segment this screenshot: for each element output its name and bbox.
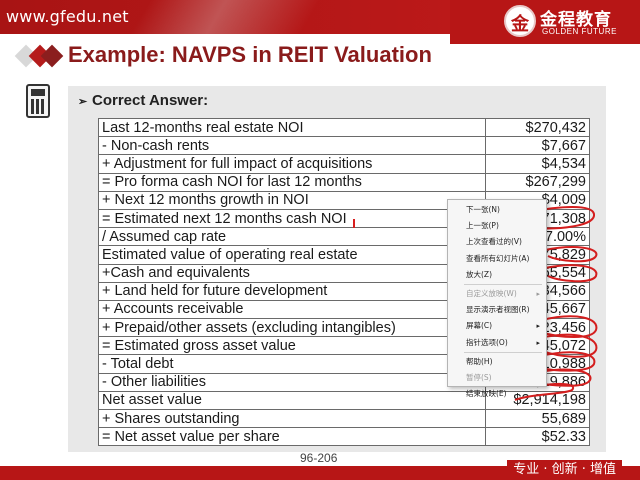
row-label: = Net asset value per share [97, 427, 487, 447]
row-label: - Non-cash rents [97, 136, 487, 156]
table-row: = Pro forma cash NOI for last 12 months $… [97, 172, 590, 192]
answer-heading: ➢ Correct Answer: [78, 92, 208, 109]
context-menu-item-label: 显示演示者视图(R) [466, 305, 530, 315]
row-label: / Assumed cap rate [97, 227, 487, 247]
calculator-icon [26, 84, 50, 118]
table-row: Last 12-months real estate NOI $270,432 [97, 117, 590, 138]
text-cursor [353, 219, 355, 228]
context-menu-item[interactable]: 上次查看过的(V) [448, 234, 546, 250]
context-menu-item-label: 结束放映(E) [466, 389, 507, 399]
table-row: / Assumed cap rate 7.00% [97, 227, 590, 247]
context-menu-item[interactable]: 帮助(H) [448, 354, 546, 370]
brand-logo: 金 金程教育 GOLDEN FUTURE [450, 0, 640, 44]
row-label: = Pro forma cash NOI for last 12 months [97, 172, 487, 192]
context-menu-item-label: 屏幕(C) [466, 321, 493, 331]
row-label: Estimated value of operating real estate [97, 245, 487, 265]
row-value: 55,689 [485, 408, 590, 429]
menu-separator [464, 351, 542, 353]
logo-chinese-name: 金程教育 [540, 10, 612, 30]
context-menu-item[interactable]: 结束放映(E) [448, 386, 546, 402]
logo-emblem-icon: 金 [504, 5, 536, 37]
header-decoration [130, 0, 320, 34]
context-menu-item-label: 自定义放映(W) [466, 288, 517, 298]
answer-label-text: Correct Answer: [92, 92, 209, 109]
submenu-arrow-icon: ▸ [536, 322, 540, 331]
context-menu-item[interactable]: 显示演示者视图(R) [448, 302, 546, 318]
footer-bar [0, 466, 640, 480]
table-row: + Shares outstanding 55,689 [97, 408, 590, 429]
context-menu-item-label: 帮助(H) [466, 356, 493, 366]
context-menu-item[interactable]: 上一张(P) [448, 218, 546, 234]
logo-english-name: GOLDEN FUTURE [542, 27, 617, 36]
row-value: $4,534 [485, 154, 590, 174]
site-url: www.gfedu.net [6, 7, 129, 26]
row-label: + Shares outstanding [97, 408, 487, 429]
table-row: = Net asset value per share $52.33 [97, 427, 590, 447]
context-menu[interactable]: 下一张(N) 上一张(P) 上次查看过的(V) 查看所有幻灯片(A) 放大(Z) 自定义放… [447, 199, 547, 398]
footer-slogan: 专业 · 创新 · 增值 [507, 460, 622, 480]
menu-separator [464, 283, 542, 285]
row-label: +Cash and equivalents [97, 263, 487, 283]
context-menu-item-label: 下一张(N) [466, 205, 500, 214]
bullet-arrow-icon: ➢ [78, 96, 88, 108]
table-row: + Adjustment for full impact of acquisit… [97, 154, 590, 174]
submenu-arrow-icon: ▸ [536, 338, 540, 347]
table-row: - Non-cash rents $7,667 [97, 136, 590, 156]
context-menu-item[interactable]: 查看所有幻灯片(A) [448, 251, 546, 267]
submenu-arrow-icon: ▸ [536, 289, 540, 298]
context-menu-item[interactable]: 下一张(N) [448, 202, 546, 218]
row-label: Net asset value [97, 390, 487, 411]
context-menu-item-label: 查看所有幻灯片(A) [466, 253, 530, 263]
row-label: = Estimated gross asset value [97, 336, 487, 356]
calculator-keys [31, 99, 45, 114]
row-label: - Other liabilities [97, 372, 487, 392]
title-diamonds-icon [14, 44, 64, 68]
row-label: + Accounts receivable [97, 299, 487, 320]
row-label: + Prepaid/other assets (excluding intang… [97, 318, 487, 338]
calculator-screen [31, 89, 45, 96]
row-value: $7,667 [485, 136, 590, 156]
context-menu-item-label: 上次查看过的(V) [466, 237, 522, 247]
row-label: - Total debt [97, 354, 487, 374]
context-menu-item-label: 指针选项(O) [466, 337, 508, 347]
row-value: $52.33 [485, 427, 590, 447]
row-value: $267,299 [485, 172, 590, 192]
context-menu-item[interactable]: 屏幕(C) ▸ [448, 318, 546, 334]
row-label: + Next 12 months growth in NOI [97, 190, 487, 210]
context-menu-item[interactable]: 自定义放映(W) ▸ [448, 286, 546, 302]
row-label: + Adjustment for full impact of acquisit… [97, 154, 487, 174]
context-menu-item[interactable]: 放大(Z) [448, 267, 546, 283]
context-menu-item-label: 上一张(P) [466, 221, 499, 231]
row-label: = Estimated next 12 months cash NOI [97, 208, 487, 229]
logo-glyph: 金 [511, 14, 529, 35]
context-menu-item[interactable]: 暂停(S) [448, 370, 546, 386]
row-label: Last 12-months real estate NOI [97, 117, 487, 138]
page-number: 96-206 [300, 451, 338, 465]
context-menu-item[interactable]: 指针选项(O) ▸ [448, 335, 546, 351]
context-menu-item-label: 放大(Z) [466, 269, 492, 279]
row-label: + Land held for future development [97, 281, 487, 301]
context-menu-item-label: 暂停(S) [466, 372, 492, 382]
row-value: $270,432 [485, 117, 590, 138]
slide-title: Example: NAVPS in REIT Valuation [68, 42, 432, 67]
